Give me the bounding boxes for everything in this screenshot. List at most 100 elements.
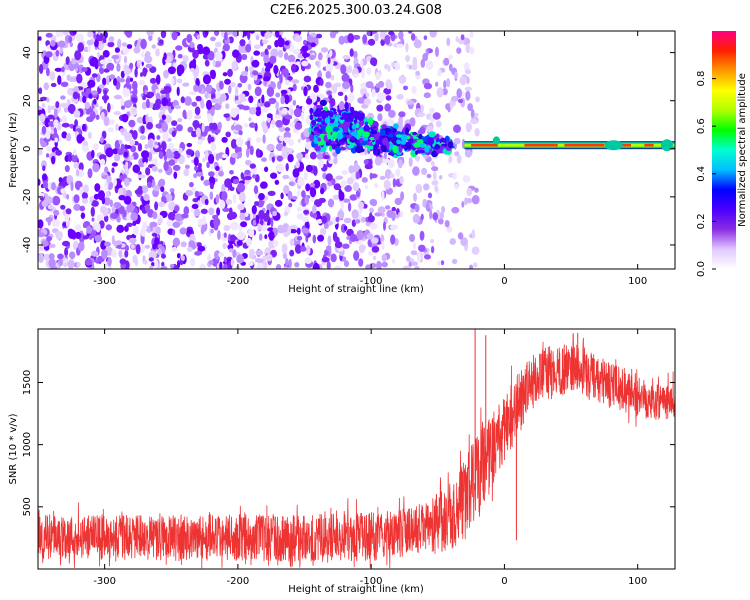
spectrogram-noise-blob (152, 243, 157, 250)
spectrogram-noise-blob (113, 111, 122, 116)
spectrogram-noise-blob (86, 108, 94, 114)
spectrogram-noise-blob (412, 56, 418, 68)
spectrogram-noise-blob (90, 206, 96, 217)
spectrogram-noise-blob (250, 211, 253, 222)
spectrogram-noise-blob (228, 85, 232, 94)
spectrogram-noise-blob (158, 151, 164, 160)
spectrogram-noise-blob (444, 220, 450, 228)
spectrogram-noise-blob (276, 37, 285, 48)
spectrogram-noise-blob (294, 122, 303, 130)
spectrogram-noise-blob (358, 258, 364, 267)
spectrogram-band-blob (359, 137, 364, 143)
spectrogram-noise-blob (325, 71, 332, 79)
spectrogram-noise-blob (254, 258, 263, 263)
spectrogram-noise-blob (410, 250, 418, 256)
spectrogram-noise-blob (427, 192, 433, 199)
spectrogram-noise-blob (204, 59, 210, 67)
spectrogram-noise-blob (301, 216, 309, 223)
spectrogram-noise-blob (74, 50, 82, 61)
spectrogram-noise-blob (280, 95, 286, 105)
spectrogram-frame (37, 30, 676, 270)
spectrogram-noise-blob (313, 165, 318, 176)
spectrogram-noise-blob (280, 89, 288, 95)
spectrogram-noise-blob (434, 185, 439, 192)
spectrogram-noise-blob (132, 220, 137, 226)
spectrogram-noise-blob (469, 264, 474, 269)
spectrogram-noise-blob (64, 213, 70, 223)
x-tick-label: -300 (93, 276, 116, 287)
spectrogram-noise-blob (223, 232, 227, 238)
spectrogram-noise-blob (176, 124, 183, 132)
spectrogram-noise-blob (429, 209, 433, 220)
spectrogram-noise-blob (122, 209, 127, 218)
spectrogram-noise-blob (64, 247, 69, 257)
spectrogram-noise-blob (453, 124, 461, 133)
spectrogram-noise-blob (87, 168, 93, 179)
spectrogram-noise-blob (82, 95, 87, 103)
spectrogram-noise-blob (384, 63, 389, 70)
spectrogram-noise-blob (352, 73, 359, 78)
spectrogram-noise-blob (326, 245, 332, 252)
spectrogram-noise-blob (261, 157, 267, 162)
spectrogram-noise-blob (188, 240, 196, 248)
carrier-mid-blob (604, 140, 623, 151)
spectrogram-noise-blob (132, 254, 138, 264)
spectrogram-noise-blob (333, 183, 342, 191)
spectrogram-noise-blob (116, 63, 121, 72)
spectrogram-noise-blob (288, 181, 295, 186)
spectrogram-band-blob (405, 127, 409, 136)
spectrogram-noise-blob (62, 31, 69, 36)
spectrogram-noise-blob (327, 57, 331, 65)
spectrogram-noise-blob (408, 261, 412, 268)
spectrogram-noise-blob (423, 82, 433, 90)
spectrogram-noise-blob (364, 184, 369, 189)
spectrogram-noise-blob (291, 63, 297, 73)
spectrogram-noise-blob (317, 70, 323, 79)
spectrogram-band-blob (373, 135, 379, 140)
spectrogram-noise-blob (244, 123, 249, 128)
spectrogram-noise-blob (430, 245, 435, 254)
spectrogram-noise-blob (471, 229, 475, 239)
spectrogram-noise-blob (421, 167, 428, 175)
spectrogram-noise-blob (144, 244, 151, 249)
spectrogram-noise-blob (67, 87, 74, 96)
spectrogram-noise-blob (341, 73, 350, 83)
spectrogram-noise-blob (284, 127, 291, 132)
spectrogram-noise-blob (172, 150, 181, 160)
spectrogram-noise-blob (67, 103, 76, 114)
spectrogram-noise-blob (92, 111, 96, 120)
spectrogram-noise-blob (342, 198, 351, 203)
spectrogram-noise-blob (349, 194, 358, 201)
x-tick-label: -300 (93, 576, 116, 587)
spectrogram-noise-blob (424, 254, 431, 260)
spectrogram-noise-blob (268, 97, 277, 105)
spectrogram-noise-blob (229, 186, 235, 192)
spectrogram-noise-blob (435, 120, 442, 128)
spectrogram-band-blob (355, 122, 360, 129)
spectrogram-noise-blob (51, 155, 56, 165)
spectrogram-band-blob (311, 119, 317, 126)
spectrogram-noise-blob (147, 181, 152, 188)
snr-frame (37, 328, 676, 570)
spectrogram-noise-blob (454, 71, 458, 79)
spectrogram-band-blob (373, 144, 377, 151)
spectrogram-noise-blob (435, 81, 439, 87)
colorbar-tick-label: 0.0 (696, 261, 707, 277)
spectrogram-noise-blob (72, 124, 76, 132)
spectrogram-noise-blob (412, 213, 420, 224)
spectrogram-noise-blob (319, 227, 327, 236)
spectrogram-noise-blob (102, 77, 107, 86)
spectrogram-noise-blob (69, 41, 74, 48)
spectrogram-noise-blob (41, 103, 46, 108)
spectrogram-band-blob (336, 132, 344, 140)
spectrogram-noise-blob (157, 218, 163, 225)
spectrogram-noise-blob (217, 121, 222, 130)
spectrogram-noise-blob (184, 96, 192, 106)
spectrogram-noise-blob (296, 235, 303, 241)
spectrogram-noise-blob (473, 262, 478, 268)
spectrogram-noise-blob (91, 250, 99, 257)
spectrogram-noise-blob (218, 170, 224, 177)
spectrogram-noise-blob (191, 187, 197, 193)
spectrogram-noise-blob (38, 178, 41, 186)
